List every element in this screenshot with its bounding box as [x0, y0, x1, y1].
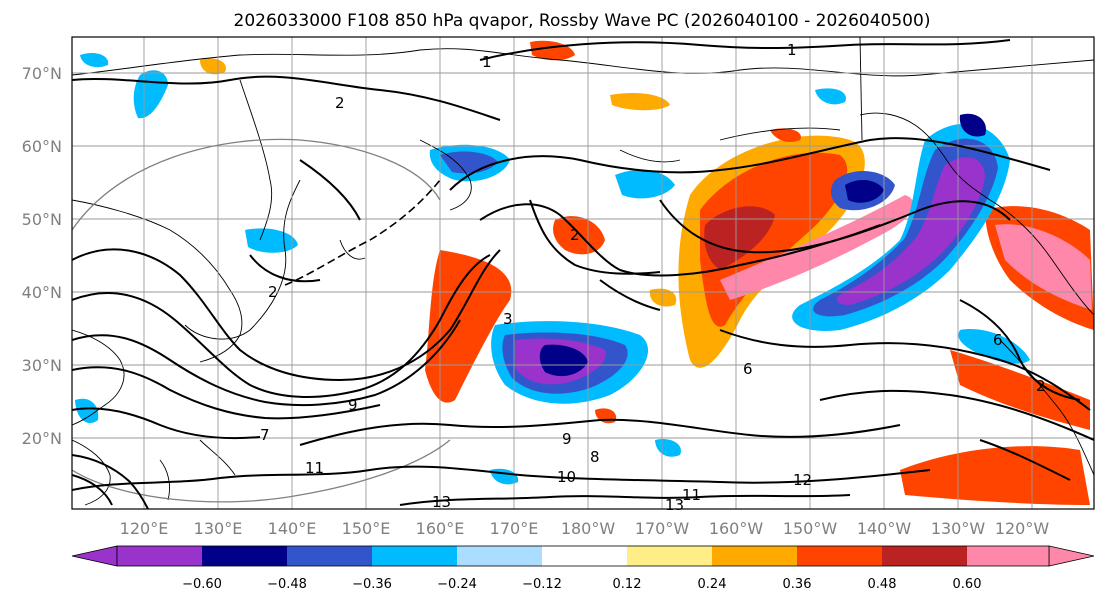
colorbar-segment: [287, 546, 372, 566]
lon-label: 180°W: [561, 519, 616, 538]
anomaly-region: [958, 329, 1030, 364]
contour-label: 7: [260, 426, 270, 444]
figure-title: 2026033000 F108 850 hPa qvapor, Rossby W…: [234, 11, 931, 31]
contour-label: 2: [268, 283, 278, 301]
contour-label: 6: [743, 360, 753, 378]
lon-label: 150°W: [783, 519, 838, 538]
contour-lines: [72, 39, 1094, 509]
colorbar-tick-label: −0.60: [182, 577, 222, 592]
lon-label: 140°W: [857, 519, 912, 538]
colorbar-segment: [882, 546, 967, 566]
lon-label: 170°W: [635, 519, 690, 538]
contour-label: 8: [590, 448, 600, 466]
anomaly-region: [704, 206, 775, 270]
lon-label: 160°W: [709, 519, 764, 538]
anomaly-region: [900, 446, 1090, 505]
longitude-labels: 120°E 130°E 140°E 150°E 160°E 170°E 180°…: [120, 519, 1050, 538]
colorbar-tick-label: 0.48: [868, 577, 897, 592]
colorbar-segment: [712, 546, 797, 566]
anomaly-region: [615, 169, 675, 199]
contour-label: 6: [993, 331, 1003, 349]
colorbar-tick-label: −0.48: [267, 577, 307, 592]
colorbar-segment: [627, 546, 712, 566]
contour-label: 10: [557, 468, 576, 486]
colorbar-frame: [116, 545, 1050, 567]
colorbar-segment: [797, 546, 882, 566]
map-frame: [71, 36, 1095, 510]
colorbar-segment: [457, 546, 542, 566]
contour-label: 12: [793, 471, 812, 489]
contour-label: 2: [1036, 377, 1046, 395]
colorbar-tick-label: −0.12: [522, 577, 562, 592]
lon-label: 130°W: [931, 519, 986, 538]
anomaly-region: [720, 195, 914, 300]
dashed-contour: [284, 179, 441, 286]
lon-label: 140°E: [268, 519, 317, 538]
colorbar-tick-label: 0.12: [613, 577, 642, 592]
lon-label: 120°E: [120, 519, 169, 538]
lat-label: 70°N: [22, 64, 62, 83]
contour-label: 3: [503, 310, 513, 328]
latitude-labels: 70°N 60°N 50°N 40°N 30°N 20°N: [22, 64, 62, 448]
colorbar-tick-label: 0.60: [953, 577, 982, 592]
anomaly-region: [553, 216, 605, 255]
anomaly-region: [649, 288, 677, 307]
lat-label: 40°N: [22, 283, 62, 302]
colorbar-low-extension: [71, 545, 118, 567]
anomaly-region: [959, 113, 986, 137]
anomaly-region: [770, 128, 801, 142]
colorbar-tick-label: −0.36: [352, 577, 392, 592]
lon-label: 160°E: [416, 519, 465, 538]
anomaly-region: [610, 93, 670, 111]
colorbar-tick-label: 0.24: [698, 577, 727, 592]
lat-label: 20°N: [22, 429, 62, 448]
anomaly-region: [75, 398, 99, 424]
anomaly-region: [995, 224, 1092, 310]
contour-label: 9: [348, 396, 358, 414]
colorbar-segment: [542, 546, 627, 566]
colorbar-segment: [202, 546, 287, 566]
anomaly-region: [950, 350, 1090, 430]
anomaly-region: [655, 438, 681, 457]
contour-label: 1: [787, 41, 797, 59]
map-panel: 1 1 2 2 2 3 6 6 8 9 9 10 11 11 12 13 13 …: [71, 36, 1095, 514]
lon-label: 130°E: [194, 519, 243, 538]
anomaly-region: [425, 250, 512, 403]
colorbar-tick-label: 0.36: [783, 577, 812, 592]
colorbar-segment: [117, 546, 202, 566]
lat-label: 30°N: [22, 356, 62, 375]
lon-label: 120°W: [995, 519, 1050, 538]
lat-label: 60°N: [22, 137, 62, 156]
colorbar: −0.60 −0.48 −0.36 −0.24 −0.12 0.12 0.24 …: [71, 545, 1095, 592]
contour-label: 2: [570, 226, 580, 244]
region-outline-ellipse: [72, 138, 451, 503]
contour-label: 1: [482, 53, 492, 71]
anomaly-region: [845, 179, 884, 203]
lon-label: 150°E: [342, 519, 391, 538]
contour-label: 13: [432, 493, 451, 511]
anomaly-region: [200, 58, 226, 75]
anomaly-region: [80, 53, 109, 68]
colorbar-tick-label: −0.24: [437, 577, 477, 592]
anomaly-region: [815, 88, 846, 105]
anomaly-region: [836, 157, 985, 305]
gridlines: [72, 37, 1094, 509]
contour-label: 2: [335, 94, 345, 112]
contour-label: 13: [665, 496, 684, 514]
contour-label: 11: [682, 486, 701, 504]
lat-label: 50°N: [22, 210, 62, 229]
contour-label: 9: [562, 430, 572, 448]
anomaly-region: [539, 344, 588, 377]
colorbar-high-extension: [1048, 545, 1095, 567]
contour-label: 11: [305, 459, 324, 477]
colorbar-segment: [372, 546, 457, 566]
colorbar-segment: [967, 546, 1049, 566]
lon-label: 170°E: [490, 519, 539, 538]
